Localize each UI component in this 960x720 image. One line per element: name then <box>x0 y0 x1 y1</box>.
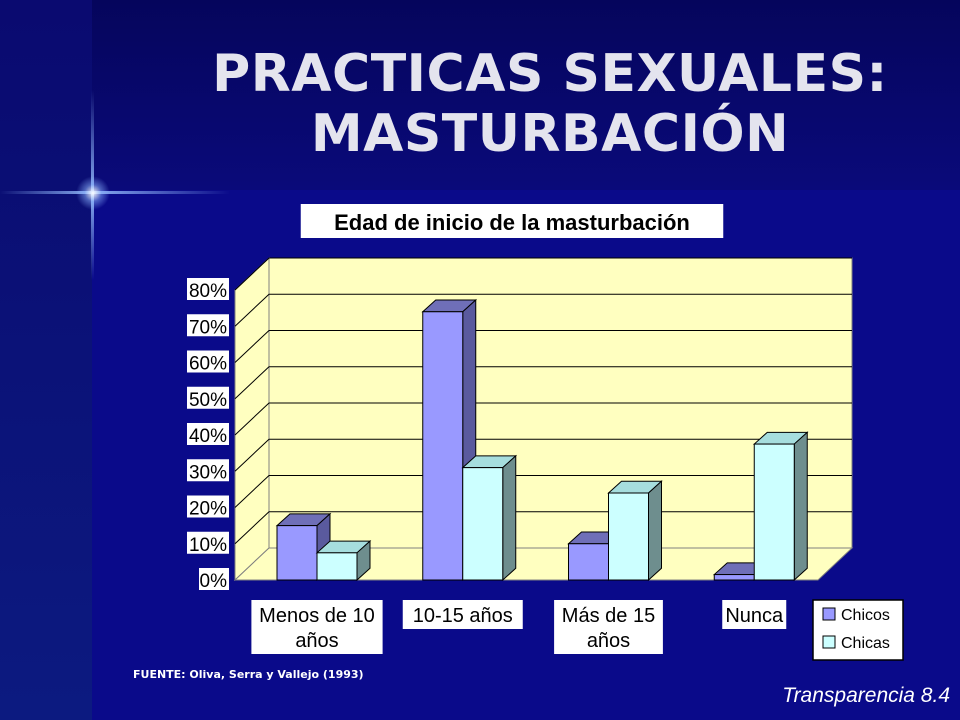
x-category-label: Nunca <box>722 600 787 629</box>
chart-title: Edad de inicio de la masturbación <box>334 210 690 235</box>
light-flare-center <box>76 176 110 210</box>
bar-side-chicas <box>648 480 662 582</box>
y-tick-label: 30% <box>189 462 227 483</box>
legend-swatch-chicas <box>822 635 836 649</box>
gridline <box>234 438 852 472</box>
x-category-label-bg <box>251 600 383 654</box>
bar-chicos <box>422 311 464 581</box>
y-tick-label: 0% <box>200 571 228 592</box>
bar-chicas <box>462 467 504 581</box>
y-tick-label-bg <box>187 314 229 337</box>
bar-chicos <box>276 525 318 581</box>
y-tick-label-bg <box>199 568 229 590</box>
y-tick-label: 80% <box>189 281 227 302</box>
title-banner <box>0 0 960 190</box>
x-category-label-bg <box>402 600 523 629</box>
left-panel <box>0 0 92 720</box>
y-tick-label-bg <box>187 531 229 554</box>
gridline <box>234 293 852 327</box>
y-tick-label: 70% <box>189 317 227 338</box>
bar-chicas <box>608 492 649 581</box>
x-category-label-bg <box>554 600 663 654</box>
gridline <box>234 402 852 436</box>
legend-swatch-chicos <box>822 607 836 621</box>
y-tick-label-bg <box>187 459 229 482</box>
gridline <box>234 475 852 508</box>
gridline <box>234 366 852 400</box>
bar-side-chicas <box>502 454 517 582</box>
bar-chicos <box>713 574 755 581</box>
x-category-label-text: años <box>295 630 338 652</box>
y-tick-label: 20% <box>189 499 227 520</box>
gridline <box>234 330 852 363</box>
slide-title-line2: MASTURBACIÓN <box>310 104 790 164</box>
y-tick-label-bg <box>187 278 229 300</box>
y-tick-label-bg <box>187 423 229 445</box>
legend-label-chicas: Chicas <box>841 635 890 652</box>
y-tick-label-bg <box>187 386 229 409</box>
chart-title-bg <box>300 204 724 238</box>
x-category-label-text: años <box>587 630 630 652</box>
x-category-label: Menos de 10 años <box>251 600 383 654</box>
y-tick-label-bg <box>187 350 229 373</box>
x-category-label: 10-15 años <box>402 600 523 629</box>
y-tick-label: 40% <box>189 426 227 447</box>
slide-title-line1: PRACTICAS SEXUALES: <box>212 44 888 104</box>
y-tick-label-bg <box>187 495 229 518</box>
x-category-label: Más de 15 años <box>554 600 663 654</box>
light-flare-horizontal <box>0 191 230 194</box>
gridline <box>234 257 852 291</box>
x-category-label-text: Más de 15 <box>562 605 655 627</box>
x-category-label-text: Menos de 10 <box>259 605 375 627</box>
bar-chicas <box>316 552 358 581</box>
y-tick-label: 50% <box>189 390 227 411</box>
x-category-label-text: 10-15 años <box>413 605 513 627</box>
slide-number: Transparencia 8.4 <box>782 684 950 707</box>
legend-label-chicos: Chicos <box>841 607 890 624</box>
x-category-label-bg <box>722 600 787 629</box>
x-category-label-text: Nunca <box>725 605 784 627</box>
bar-chicas <box>753 443 795 581</box>
y-tick-label: 10% <box>189 535 227 556</box>
source-note: FUENTE: Oliva, Serra y Vallejo (1993) <box>133 668 364 681</box>
bar-side-chicas <box>793 431 808 582</box>
y-tick-label: 60% <box>189 354 227 375</box>
bar-chicos <box>568 543 609 581</box>
